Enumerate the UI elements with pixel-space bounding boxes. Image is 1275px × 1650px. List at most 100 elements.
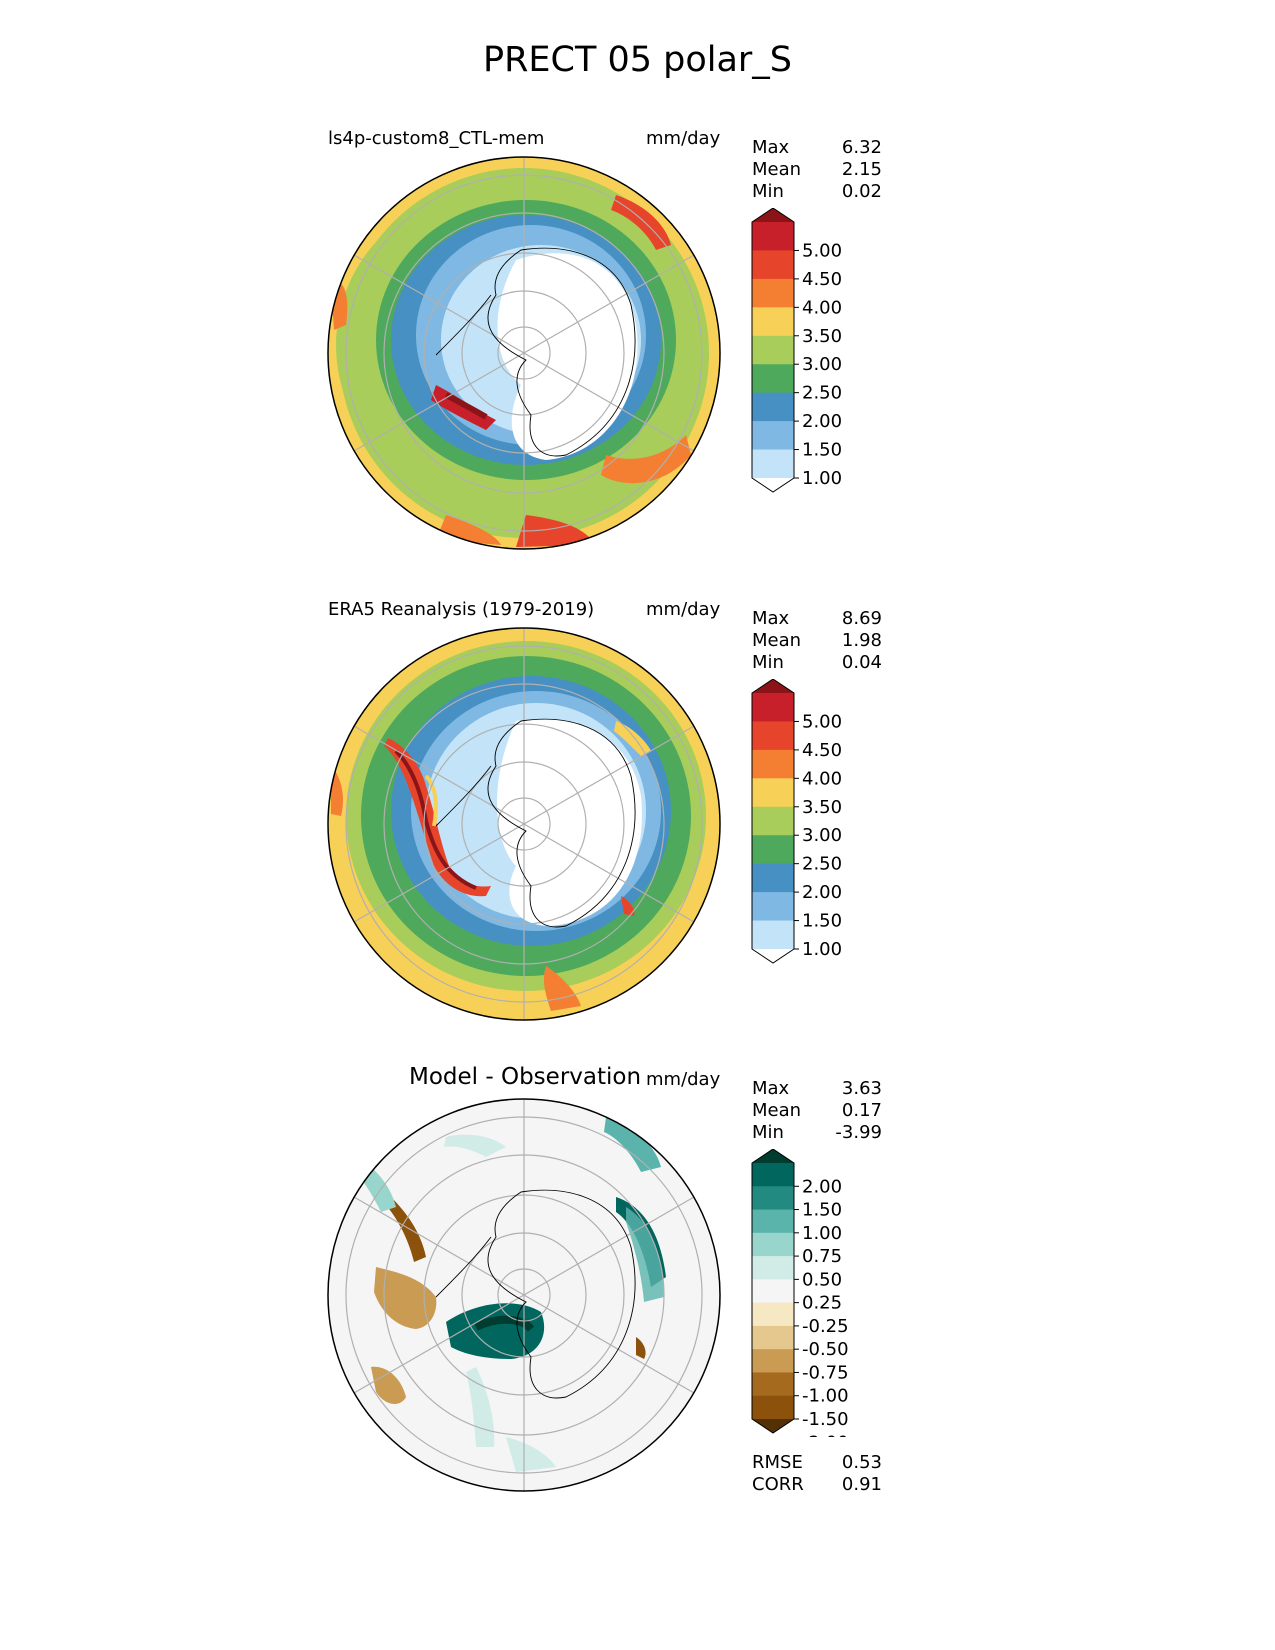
colorbar-tick-label: -0.75 xyxy=(802,1362,849,1383)
colorbar-tick-label: -2.00 xyxy=(802,1432,849,1437)
colorbar-band xyxy=(752,721,794,751)
colorbar-tick-label: 1.50 xyxy=(802,440,842,461)
stat-min-value: 0.02 xyxy=(841,181,882,202)
colorbar-tick-label: 3.00 xyxy=(802,354,842,375)
colorbar-band xyxy=(752,835,794,865)
panel-1-colorbar: 5.004.504.003.503.002.502.001.501.000.50 xyxy=(751,208,842,493)
colorbar-band xyxy=(752,307,794,337)
stat-max-label: Max xyxy=(752,608,790,629)
colorbar-band xyxy=(752,679,794,693)
colorbar-band xyxy=(752,449,794,479)
stat-mean-value: 2.15 xyxy=(841,159,882,180)
colorbar-band xyxy=(752,421,794,451)
colorbar-tick-label: 3.00 xyxy=(802,825,842,846)
stat-mean-value: 1.98 xyxy=(841,630,882,651)
colorbar-band xyxy=(752,364,794,394)
colorbar-tick-label: 5.00 xyxy=(802,240,842,261)
panel-3-stats: Max 3.63 Mean 0.17 Min -3.99 xyxy=(752,1078,882,1144)
stat-max-value: 8.69 xyxy=(841,608,882,629)
stat-min-value: -3.99 xyxy=(835,1122,882,1143)
stat-max-value: 3.63 xyxy=(841,1078,882,1099)
colorbar-tick-label: 0.75 xyxy=(802,1246,842,1267)
panel-2-colorbar: 5.004.504.003.503.002.502.001.501.000.50 xyxy=(751,679,842,964)
panel-1-map xyxy=(327,156,721,550)
colorbar-tick-label: 2.50 xyxy=(802,383,842,404)
stat-min-label: Min xyxy=(752,652,784,673)
panel-2-label: ERA5 Reanalysis (1979-2019) xyxy=(328,599,595,620)
figure-title: PRECT 05 polar_S xyxy=(482,40,793,80)
stat-max-label: Max xyxy=(752,1078,790,1099)
colorbar-band xyxy=(752,863,794,893)
colorbar-band xyxy=(752,1163,794,1187)
panel-2-map xyxy=(327,627,721,1021)
colorbar-tick-label: 2.00 xyxy=(802,1176,842,1197)
colorbar-band xyxy=(752,920,794,950)
colorbar-tick-label: 4.50 xyxy=(802,740,842,761)
colorbar-band xyxy=(752,949,794,963)
colorbar-band xyxy=(752,693,794,722)
stat-corr-value: 0.91 xyxy=(841,1474,882,1495)
colorbar-band xyxy=(752,1302,794,1327)
colorbar-band xyxy=(752,1256,794,1280)
panel-1-label: ls4p-custom8_CTL-mem xyxy=(328,128,545,149)
stat-rmse-label: RMSE xyxy=(752,1452,803,1473)
colorbar-band xyxy=(752,778,794,808)
panel-3-label: Model - Observation xyxy=(409,1064,642,1090)
panel-3-units: mm/day xyxy=(646,1069,721,1090)
colorbar-band xyxy=(752,1232,794,1257)
stat-min-label: Min xyxy=(752,181,784,202)
stat-mean-label: Mean xyxy=(752,1100,802,1121)
colorbar-tick-label: 4.00 xyxy=(802,768,842,789)
colorbar-band xyxy=(752,1279,794,1304)
colorbar-tick-label: 3.50 xyxy=(802,326,842,347)
colorbar-tick-label: 1.00 xyxy=(802,468,842,489)
stat-max-label: Max xyxy=(752,137,790,158)
colorbar-band xyxy=(752,749,794,779)
stat-max-value: 6.32 xyxy=(841,137,882,158)
colorbar-band xyxy=(752,1419,794,1433)
stat-corr-label: CORR xyxy=(752,1474,804,1495)
colorbar-tick-label: 2.00 xyxy=(802,411,842,432)
panel-3-map xyxy=(327,1098,721,1492)
stat-min-label: Min xyxy=(752,1122,784,1143)
colorbar-band xyxy=(752,892,794,922)
colorbar-band xyxy=(752,1349,794,1373)
colorbar-tick-label: -0.50 xyxy=(802,1339,849,1360)
colorbar-tick-label: 4.00 xyxy=(802,297,842,318)
panel-2-stats: Max 8.69 Mean 1.98 Min 0.04 xyxy=(752,608,882,674)
stat-mean-label: Mean xyxy=(752,159,802,180)
colorbar-band xyxy=(752,1395,794,1420)
colorbar-tick-label: 5.00 xyxy=(802,711,842,732)
colorbar-tick-label: 1.00 xyxy=(802,1223,842,1244)
colorbar-band xyxy=(752,1149,794,1163)
colorbar-tick-label: 1.00 xyxy=(802,939,842,960)
panel-3-colorbar: 2.00 1.501.000.750.50 0.25-0.25-0.50-0.75 -… xyxy=(751,1149,849,1437)
colorbar-band xyxy=(752,478,794,492)
colorbar-band xyxy=(752,278,794,308)
colorbar-tick-label: -0.25 xyxy=(802,1316,849,1337)
colorbar-band xyxy=(752,208,794,222)
colorbar-tick-label: 0.50 xyxy=(802,1269,842,1290)
colorbar-tick-label: 2.00 xyxy=(802,882,842,903)
colorbar-tick-label: 4.50 xyxy=(802,269,842,290)
colorbar-tick-label: 1.50 xyxy=(802,1200,842,1221)
colorbar-tick-label: 1.50 xyxy=(802,911,842,932)
colorbar-tick-label: 0.25 xyxy=(802,1293,842,1314)
colorbar-tick-label: -1.50 xyxy=(802,1409,849,1430)
colorbar-tick-label: 3.50 xyxy=(802,797,842,818)
colorbar-band xyxy=(752,1186,794,1211)
colorbar-band xyxy=(752,1209,794,1234)
stat-rmse-value: 0.53 xyxy=(841,1452,882,1473)
stat-mean-label: Mean xyxy=(752,630,802,651)
colorbar-band xyxy=(752,222,794,251)
panel-2-units: mm/day xyxy=(646,599,721,620)
stat-min-value: 0.04 xyxy=(841,652,882,673)
panel-1-units: mm/day xyxy=(646,128,721,149)
colorbar-tick-label: 2.50 xyxy=(802,854,842,875)
stat-mean-value: 0.17 xyxy=(841,1100,882,1121)
colorbar-band xyxy=(752,1372,794,1397)
panel-1-stats: Max 6.32 Mean 2.15 Min 0.02 xyxy=(752,137,882,203)
colorbar-band xyxy=(752,1325,794,1350)
colorbar-tick-label: -1.00 xyxy=(802,1386,849,1407)
colorbar-band xyxy=(752,392,794,422)
